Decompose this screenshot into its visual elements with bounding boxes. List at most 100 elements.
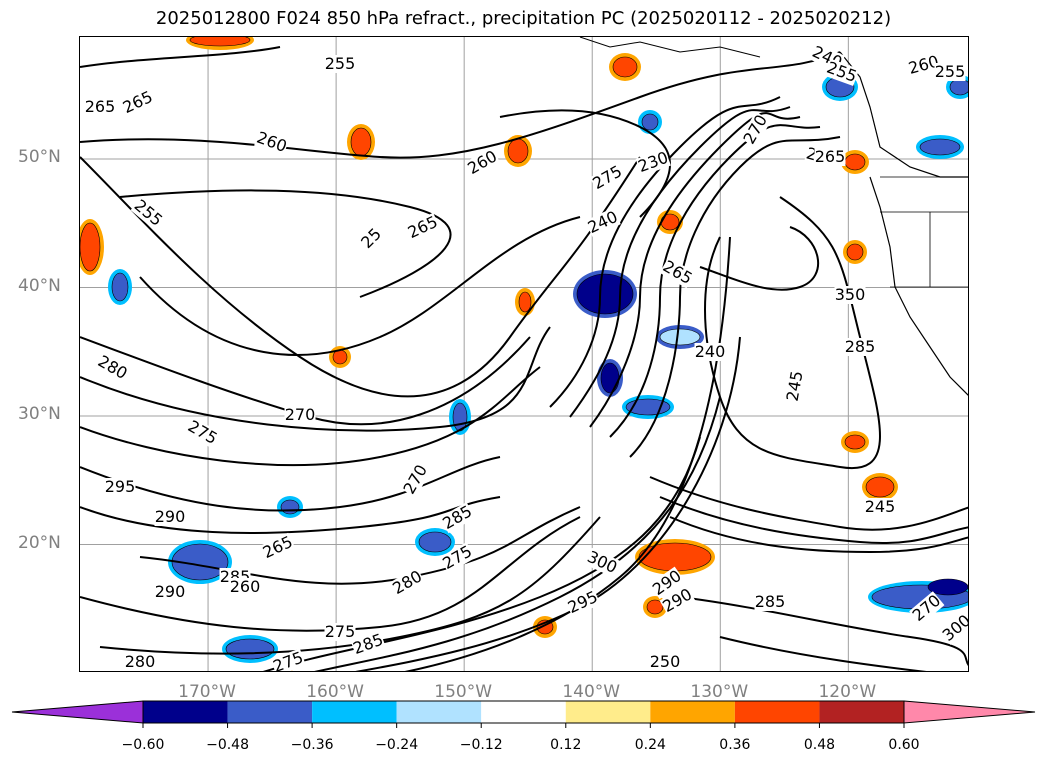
precip-fill — [612, 56, 638, 78]
contour-label-bg — [84, 98, 116, 116]
contour-line — [719, 636, 927, 671]
contour-label-bg — [400, 461, 432, 498]
precip-fill — [225, 638, 275, 660]
colorbar-tick-label: 0.24 — [634, 737, 666, 753]
contour-line — [80, 51, 841, 159]
contour-label-bg — [120, 87, 156, 118]
contour-label-bg — [229, 578, 261, 596]
contour-label-bg — [659, 257, 696, 289]
contour-label: 265 — [260, 532, 296, 562]
precip-anomaly-fills — [80, 37, 968, 671]
contour-line — [80, 516, 581, 632]
contour-label-bg — [254, 128, 290, 157]
lat-label: 40°N — [18, 275, 61, 296]
precip-fill — [638, 542, 712, 572]
contour-label: 265 — [120, 87, 156, 117]
contour-label: 240 — [695, 342, 726, 361]
contour-label: 295 — [105, 477, 136, 496]
contour-label: 290 — [155, 507, 186, 526]
precip-fill — [844, 434, 866, 450]
contour-line — [404, 236, 731, 671]
colorbar-segment — [227, 701, 313, 723]
contour-label: 275 — [325, 622, 356, 641]
contour-label-bg — [357, 224, 386, 253]
contour-label-bg — [584, 547, 620, 578]
contour-label: 260 — [254, 128, 289, 156]
precip-fill — [641, 113, 659, 131]
colorbar-tick-label: 0.36 — [719, 737, 751, 753]
contour-line — [99, 516, 601, 655]
contour-line — [669, 516, 968, 554]
contour-label-bg — [934, 63, 966, 81]
precip-fill — [919, 138, 961, 156]
precip-fill — [659, 328, 701, 346]
map-panel: 2652652602552602752302402702552602552602… — [79, 36, 969, 672]
colorbar-tick-label: −0.24 — [375, 737, 419, 753]
contour-line — [659, 496, 968, 544]
precip-fill — [927, 578, 968, 596]
colorbar-extend-high — [903, 700, 1036, 724]
contour-label-bg — [439, 502, 476, 534]
lon-label: 120°W — [818, 682, 877, 702]
precip-fill — [865, 476, 895, 498]
contour-label-bg — [694, 343, 726, 361]
contour-label-bg — [844, 338, 876, 356]
contour-label-bg — [589, 162, 626, 194]
colorbar-segment — [650, 701, 735, 723]
contour-label-bg — [464, 147, 501, 179]
contour-line — [80, 156, 641, 398]
colorbar-segment — [819, 701, 904, 723]
lat-label: 20°N — [18, 532, 61, 553]
contour-label-bg — [94, 352, 131, 384]
contour-label-bg — [635, 148, 671, 177]
contour-line — [119, 189, 452, 298]
contour-line — [569, 106, 791, 418]
contour-label-bg — [130, 196, 166, 231]
colorbar-tick-label: −0.12 — [459, 737, 503, 753]
precip-fill — [646, 599, 664, 615]
contour-label: 285 — [755, 592, 786, 611]
precip-fill — [507, 138, 529, 164]
contour-label: 280 — [95, 351, 131, 383]
colorbar — [11, 700, 1036, 728]
precip-fill — [111, 272, 129, 302]
colorbar-segment — [565, 701, 651, 723]
colorbar-tick-label: 0.12 — [550, 737, 582, 753]
contour-label-bg — [906, 52, 942, 78]
state-borders — [880, 176, 968, 288]
contour-label-bg — [565, 587, 601, 618]
contour-line — [649, 476, 968, 531]
contour-label-bg — [659, 585, 696, 617]
contour-label: 245 — [865, 497, 896, 516]
precip-fill — [600, 362, 620, 394]
contour-label-bg — [814, 148, 846, 166]
precip-fill — [189, 37, 251, 47]
contour-label-bg — [389, 567, 426, 599]
colorbar-tick-label: −0.36 — [290, 737, 334, 753]
contour-label: 275 — [185, 416, 221, 448]
colorbar-segment — [734, 701, 820, 723]
contour-line — [314, 396, 721, 671]
contour-label-bg — [783, 369, 807, 403]
contour-label-bg — [909, 591, 945, 626]
contour-label-bg — [154, 508, 186, 526]
contour-map: 2652652602552602752302402702552602552602… — [80, 37, 968, 671]
colorbar-extend-low — [11, 700, 144, 724]
contour-line — [699, 226, 819, 291]
contour-label-bg — [834, 286, 866, 304]
lon-label: 160°W — [306, 682, 364, 702]
contour-label-bg — [350, 630, 386, 659]
precip-fill — [844, 153, 866, 171]
colorbar-segment — [143, 701, 228, 723]
precip-fill — [280, 499, 300, 515]
contour-label-bg — [824, 58, 860, 87]
colorbar-segment — [396, 701, 482, 723]
precip-fill — [418, 531, 452, 553]
contour-label-bg — [260, 532, 296, 563]
lon-label: 140°W — [562, 682, 621, 702]
lon-label: 170°W — [178, 682, 236, 702]
contour-line — [589, 112, 801, 428]
colorbar-tick-label: 0.60 — [888, 737, 920, 753]
contour-label-bg — [864, 498, 896, 516]
contour-line — [704, 196, 881, 470]
